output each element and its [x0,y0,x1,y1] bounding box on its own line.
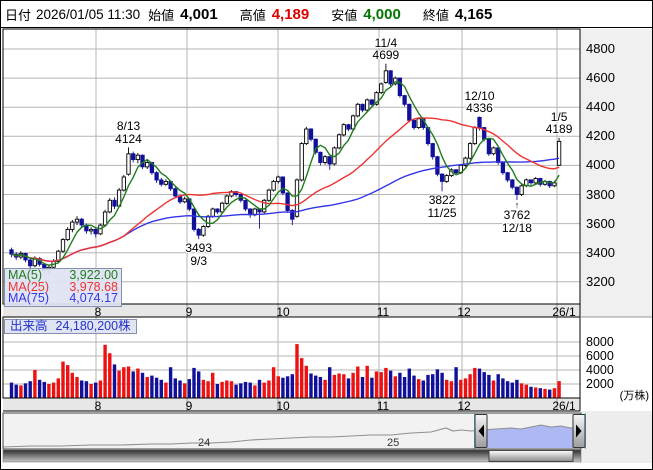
close-value: 4,165 [454,5,493,23]
ma75-label: MA(75) [8,291,49,306]
volume-label-text: 出来高 [10,319,48,333]
date-label: 日付 [5,7,32,23]
ma5-row: MA(5) 3,922.00 [8,268,118,282]
ma5-label: MA(5) [8,268,43,282]
ma75-row: MA(75) 4,074.17 [8,291,118,306]
high-value: 4,189 [271,5,310,23]
ma-legend: MA(5) 3,922.00 MA(25) 3,978.68 MA(75) 4,… [4,268,122,307]
right-arrow-icon [576,424,582,438]
scrollbar-thumb[interactable] [488,450,574,462]
ma25-label: MA(25) [8,279,49,294]
volume-unit-label: (万株) [619,390,649,402]
ma25-value: 3,978.68 [69,279,118,294]
date-value: 2026/01/05 11:30 [36,6,141,22]
open-value: 4,001 [180,5,218,23]
volume-value: 24,180,200株 [55,319,131,333]
left-arrow-icon [478,424,484,438]
volume-label: 出来高 24,180,200株 [4,319,137,334]
low-value: 4,000 [363,5,401,23]
close-label: 終値 [422,7,449,23]
ma25-row: MA(25) 3,978.68 [8,279,118,294]
ma75-value: 4,074.17 [69,291,118,306]
low-label: 安値 [331,7,358,23]
high-label: 高値 [239,7,266,23]
open-label: 始値 [148,7,175,23]
ma5-value: 3,922.00 [69,268,118,282]
quote-header: 日付 2026/01/05 11:30 始値 4,001 高値 4,189 安値… [1,1,652,28]
scrollbar-track[interactable] [2,449,582,463]
